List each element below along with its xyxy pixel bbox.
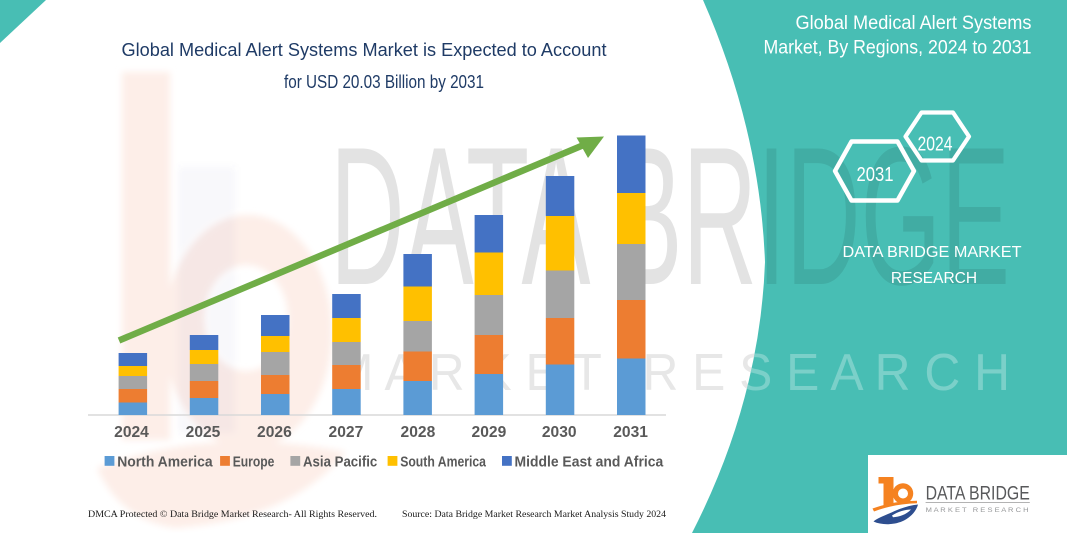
svg-text:RESEARCH: RESEARCH bbox=[891, 270, 977, 287]
svg-text:Source: Data Bridge Market Res: Source: Data Bridge Market Research Mark… bbox=[402, 509, 666, 520]
svg-text:Asia Pacific: Asia Pacific bbox=[303, 455, 377, 471]
svg-text:Global Medical Alert Systems M: Global Medical Alert Systems Market is E… bbox=[122, 39, 608, 60]
svg-text:for USD 20.03 Billion by 2031: for USD 20.03 Billion by 2031 bbox=[284, 71, 484, 92]
svg-text:Market, By Regions, 2024 to 20: Market, By Regions, 2024 to 2031 bbox=[764, 38, 1032, 59]
svg-text:DATA BRIDGE MARKET: DATA BRIDGE MARKET bbox=[843, 244, 1023, 261]
svg-text:2030: 2030 bbox=[542, 424, 577, 441]
svg-text:2031: 2031 bbox=[857, 164, 894, 186]
svg-text:Middle East and Africa: Middle East and Africa bbox=[515, 455, 665, 471]
svg-text:DATA BRIDGE: DATA BRIDGE bbox=[926, 484, 1030, 505]
svg-text:Europe: Europe bbox=[233, 455, 275, 471]
svg-text:M A R K E T R E S E A R C H: M A R K E T R E S E A R C H bbox=[926, 507, 1029, 514]
svg-text:2025: 2025 bbox=[186, 424, 221, 441]
svg-text:DMCA Protected © Data Bridge M: DMCA Protected © Data Bridge Market Rese… bbox=[88, 509, 377, 520]
svg-text:2026: 2026 bbox=[257, 424, 292, 441]
svg-text:Global Medical Alert Systems: Global Medical Alert Systems bbox=[796, 13, 1032, 34]
svg-text:South America: South America bbox=[400, 455, 487, 471]
svg-text:2029: 2029 bbox=[472, 424, 507, 441]
svg-text:2024: 2024 bbox=[918, 134, 953, 156]
svg-text:2031: 2031 bbox=[613, 424, 648, 441]
svg-text:2028: 2028 bbox=[401, 424, 436, 441]
svg-text:2024: 2024 bbox=[114, 424, 149, 441]
svg-text:2027: 2027 bbox=[329, 424, 364, 441]
svg-text:North America: North America bbox=[117, 455, 213, 471]
